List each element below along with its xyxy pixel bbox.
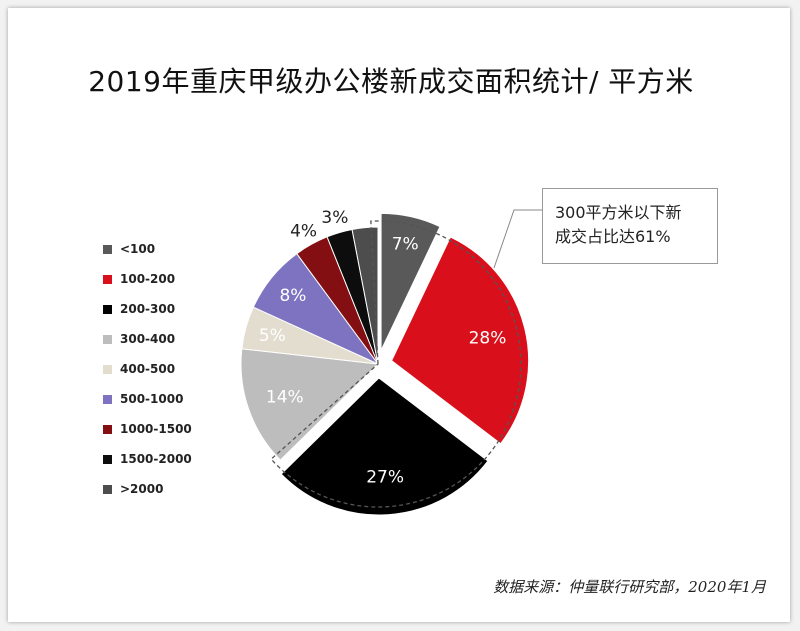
legend-label: 400-500 bbox=[120, 362, 176, 376]
data-label-200-300: 27% bbox=[366, 467, 404, 487]
legend-swatch bbox=[103, 424, 112, 434]
legend-item-1500-2000: 1500-2000 bbox=[103, 444, 243, 474]
legend-swatch bbox=[103, 394, 112, 404]
pie-slice-100-200 bbox=[390, 236, 530, 445]
callout-line-2: 成交占比达61% bbox=[555, 227, 671, 246]
legend-swatch bbox=[103, 484, 112, 494]
pie-slice-lt-100 bbox=[380, 212, 441, 351]
callout-line-1: 300平方米以下新 bbox=[555, 203, 682, 222]
pie-slice-gt-2000 bbox=[351, 226, 379, 365]
chart-title: 2019年重庆甲级办公楼新成交面积统计/ 平方米 bbox=[88, 65, 694, 98]
legend-label: <100 bbox=[120, 242, 156, 256]
legend-label: 300-400 bbox=[120, 332, 176, 346]
legend-label: 1500-2000 bbox=[120, 452, 192, 466]
legend-item-200-300: 200-300 bbox=[103, 294, 243, 324]
data-label-lt-100: 7% bbox=[392, 234, 419, 254]
source-note: 数据来源：仲量联行研究部，2020年1月 bbox=[493, 578, 766, 596]
callout-box: 300平方米以下新 成交占比达61% bbox=[542, 188, 718, 264]
legend-label: 100-200 bbox=[120, 272, 176, 286]
legend-item-lt-100: <100 bbox=[103, 234, 243, 264]
data-label-1000-1500: 4% bbox=[290, 221, 317, 241]
legend-swatch bbox=[103, 304, 112, 314]
legend-item-gt-2000: >2000 bbox=[103, 474, 243, 504]
legend: <100 100-200 200-300 300-400 400-500 500-1000… bbox=[103, 234, 243, 504]
legend-item-1000-1500: 1000-1500 bbox=[103, 414, 243, 444]
legend-item-500-1000: 500-1000 bbox=[103, 384, 243, 414]
legend-swatch bbox=[103, 454, 112, 464]
legend-swatch bbox=[103, 334, 112, 344]
callout-leader-line bbox=[493, 209, 542, 269]
data-label-400-500: 5% bbox=[259, 326, 286, 346]
pie-slice-200-300 bbox=[280, 377, 489, 516]
data-label-500-1000: 8% bbox=[279, 286, 306, 306]
legend-label: >2000 bbox=[120, 482, 164, 496]
legend-label: 1000-1500 bbox=[120, 422, 192, 436]
chart-card bbox=[8, 8, 790, 622]
legend-label: 200-300 bbox=[120, 302, 176, 316]
legend-item-300-400: 300-400 bbox=[103, 324, 243, 354]
legend-swatch bbox=[103, 244, 112, 254]
data-label-1500-2000: 3% bbox=[321, 208, 348, 228]
legend-swatch bbox=[103, 364, 112, 374]
legend-label: 500-1000 bbox=[120, 392, 184, 406]
legend-item-400-500: 400-500 bbox=[103, 354, 243, 384]
legend-item-100-200: 100-200 bbox=[103, 264, 243, 294]
pie-slice-300-400 bbox=[240, 348, 380, 461]
data-label-300-400: 14% bbox=[266, 387, 304, 407]
legend-swatch bbox=[103, 274, 112, 284]
data-label-100-200: 28% bbox=[469, 328, 507, 348]
highlight-outline bbox=[270, 220, 522, 508]
